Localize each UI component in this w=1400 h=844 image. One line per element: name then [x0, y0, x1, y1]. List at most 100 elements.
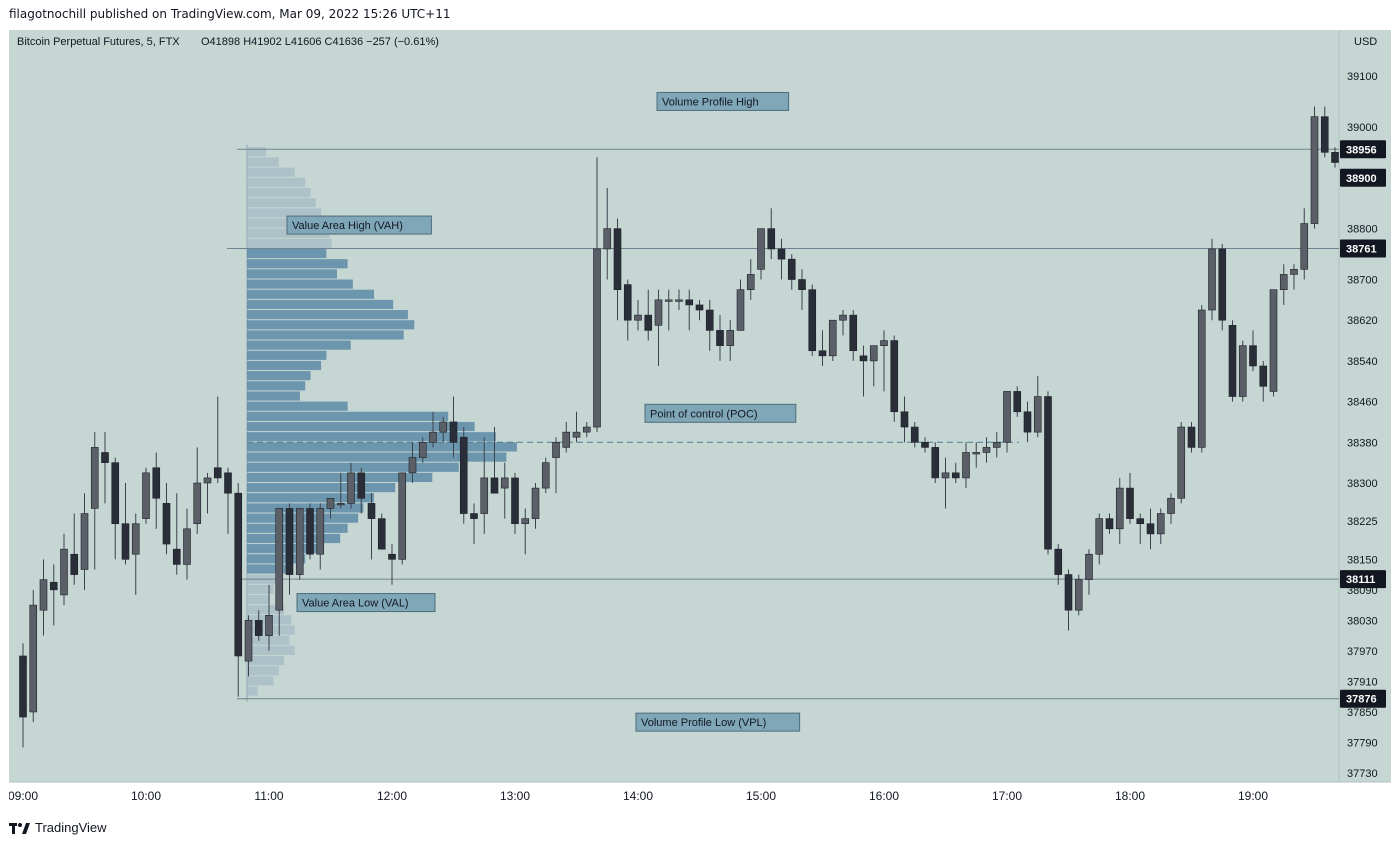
candle [572, 411, 581, 443]
candle [675, 289, 683, 311]
candle [19, 643, 27, 748]
level-label-box [296, 593, 436, 613]
price-tick-label: 37790 [1347, 737, 1378, 749]
candle-body [1177, 426, 1186, 499]
candle-body [285, 508, 294, 575]
candle [1331, 147, 1339, 168]
candle [418, 437, 427, 463]
candle-body [623, 284, 632, 321]
time-tick-label: 16:00 [869, 789, 899, 803]
candle-body [275, 508, 284, 611]
candle [1033, 376, 1042, 438]
candle-body [603, 228, 612, 250]
volume-profile-bar [247, 391, 300, 401]
volume-profile-bar [247, 655, 285, 666]
published-info: filagotnochill published on TradingView.… [9, 7, 451, 21]
candle-body [203, 477, 212, 484]
candle [644, 289, 653, 341]
volume-profile-bar [247, 533, 341, 544]
candle [552, 437, 560, 494]
volume-profile-bar [247, 635, 290, 645]
candle-body [121, 523, 130, 560]
candle-body [111, 462, 120, 525]
candle [1115, 477, 1124, 545]
candle [326, 497, 335, 519]
candle [490, 427, 499, 494]
candle-body [1208, 248, 1216, 311]
candle [398, 472, 407, 565]
candle-body [1126, 487, 1134, 519]
level-labels: Volume Profile High Value Area High (VAH)… [286, 91, 801, 732]
candle [1238, 340, 1247, 402]
price-label-box [1340, 570, 1386, 589]
chart-area[interactable]: Bitcoin Perpetual Futures, 5, FTX O41898… [9, 30, 1391, 810]
level-label: Volume Profile Low (VPL) [635, 712, 801, 732]
volume-profile-bar [247, 584, 274, 594]
candle [336, 472, 345, 509]
price-axis-ticks: 39100 39000 38800 38700 38620 38540 38460 38380… [1347, 71, 1378, 780]
candle-body [992, 442, 1001, 448]
volume-profile-bar [247, 483, 396, 493]
candle [1197, 304, 1206, 453]
volume-profile-bar [247, 279, 353, 289]
candle [910, 421, 919, 448]
candle [603, 187, 612, 280]
candle [746, 259, 755, 300]
price-tick-label: 37970 [1347, 646, 1378, 658]
candle-body [1023, 411, 1032, 433]
price-tick-label: 38700 [1347, 275, 1378, 287]
candle [757, 228, 765, 280]
candle [890, 335, 899, 422]
candle [29, 589, 38, 723]
candle-body [890, 340, 899, 413]
candle-body [1074, 579, 1083, 611]
candle-body [869, 345, 878, 362]
candle [254, 610, 263, 641]
candle [439, 416, 448, 443]
candle-body [880, 340, 888, 346]
candle-body [1095, 518, 1104, 555]
candle [152, 452, 161, 529]
candle [234, 483, 243, 697]
candle-body [931, 447, 940, 479]
volume-profile-bar [247, 147, 267, 157]
candle [306, 503, 314, 560]
tradingview-logo[interactable]: TradingView [9, 820, 107, 835]
price-tick-label: 38300 [1347, 478, 1378, 490]
candle [1269, 289, 1278, 397]
candle-body [1238, 345, 1247, 397]
candle-body [90, 447, 99, 509]
candle-body [1146, 523, 1155, 535]
volume-profile-bar [247, 238, 332, 248]
price-tick-label: 38150 [1347, 554, 1378, 566]
candle [685, 289, 694, 331]
candle-body [613, 228, 622, 290]
candle-body [1136, 518, 1145, 525]
candle [203, 472, 212, 514]
candle-body [962, 452, 970, 479]
candle [716, 315, 724, 361]
chart-canvas[interactable]: Bitcoin Perpetual Futures, 5, FTX O41898… [9, 30, 1391, 810]
candle-body [1115, 487, 1124, 530]
candle-body [1218, 248, 1227, 321]
candle-body [1156, 513, 1165, 535]
candle-body [418, 442, 427, 458]
volume-profile-bar [247, 452, 507, 462]
candle [900, 396, 909, 443]
symbol-title: Bitcoin Perpetual Futures, 5, FTX [17, 36, 180, 48]
price-label-text: 38111 [1346, 574, 1375, 586]
candle [1156, 508, 1165, 545]
candle [531, 483, 540, 529]
candle-body [336, 503, 345, 506]
price-tick-label: 38460 [1347, 397, 1378, 409]
candle-body [828, 319, 837, 357]
candle [408, 442, 417, 484]
candle [49, 564, 58, 626]
price-tick-label: 39000 [1347, 122, 1378, 134]
candle-body [1167, 497, 1175, 514]
candle-body [1033, 396, 1042, 433]
time-tick-label: 18:00 [1115, 789, 1145, 803]
candle-body [244, 620, 253, 662]
candle-body [787, 258, 796, 280]
candle-body [80, 513, 89, 570]
